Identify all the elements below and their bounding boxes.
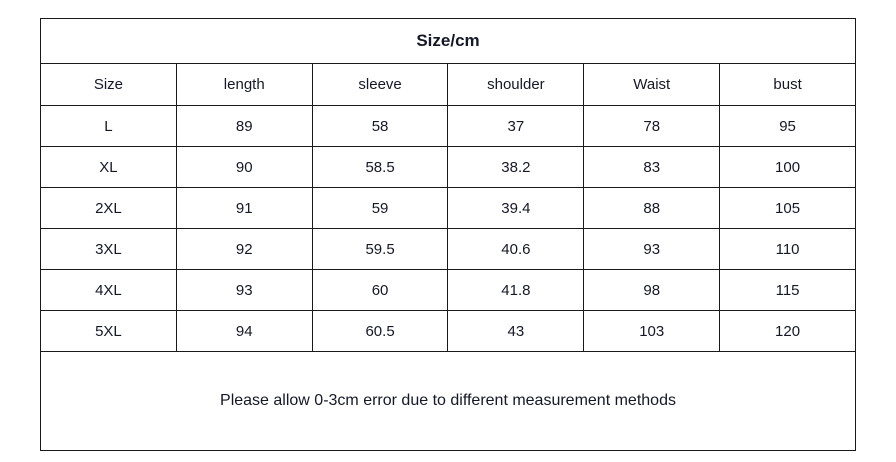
measurement-value-cell: 93: [175, 269, 313, 311]
measurement-value-cell: 60: [311, 269, 449, 311]
measurement-value-cell: 93: [583, 228, 721, 270]
column-header-shoulder: shoulder: [447, 63, 585, 106]
measurement-value-cell: 59.5: [311, 228, 449, 270]
table-header-row: Size length sleeve shoulder Waist bust: [40, 63, 856, 106]
measurement-value-cell: 105: [719, 187, 856, 229]
measurement-value-cell: 40.6: [447, 228, 585, 270]
column-header-bust: bust: [719, 63, 856, 106]
measurement-value-cell: 100: [719, 146, 856, 188]
measurement-value-cell: 95: [719, 105, 856, 147]
table-row: XL 90 58.5 38.2 83 100: [40, 146, 856, 188]
column-header-size: Size: [40, 63, 177, 106]
measurement-value-cell: 89: [175, 105, 313, 147]
table-note-row: Please allow 0-3cm error due to differen…: [40, 351, 856, 451]
column-header-sleeve: sleeve: [311, 63, 449, 106]
size-label-cell: 4XL: [40, 269, 177, 311]
table-row: 4XL 93 60 41.8 98 115: [40, 269, 856, 311]
measurement-note: Please allow 0-3cm error due to differen…: [40, 351, 856, 451]
measurement-value-cell: 110: [719, 228, 856, 270]
measurement-value-cell: 91: [175, 187, 313, 229]
measurement-value-cell: 98: [583, 269, 721, 311]
measurement-value-cell: 120: [719, 310, 856, 352]
measurement-value-cell: 83: [583, 146, 721, 188]
measurement-value-cell: 58.5: [311, 146, 449, 188]
measurement-value-cell: 41.8: [447, 269, 585, 311]
size-chart-table: Size/cm Size length sleeve shoulder Waist bus…: [40, 18, 856, 451]
table-row: 2XL 91 59 39.4 88 105: [40, 187, 856, 229]
measurement-value-cell: 90: [175, 146, 313, 188]
measurement-value-cell: 37: [447, 105, 585, 147]
table-title: Size/cm: [40, 18, 856, 64]
table-row: L 89 58 37 78 95: [40, 105, 856, 147]
measurement-value-cell: 115: [719, 269, 856, 311]
measurement-value-cell: 92: [175, 228, 313, 270]
measurement-value-cell: 103: [583, 310, 721, 352]
measurement-value-cell: 78: [583, 105, 721, 147]
column-header-length: length: [175, 63, 313, 106]
size-label-cell: 3XL: [40, 228, 177, 270]
measurement-value-cell: 59: [311, 187, 449, 229]
measurement-value-cell: 60.5: [311, 310, 449, 352]
size-label-cell: XL: [40, 146, 177, 188]
measurement-value-cell: 88: [583, 187, 721, 229]
size-label-cell: L: [40, 105, 177, 147]
size-label-cell: 2XL: [40, 187, 177, 229]
size-label-cell: 5XL: [40, 310, 177, 352]
measurement-value-cell: 43: [447, 310, 585, 352]
measurement-value-cell: 38.2: [447, 146, 585, 188]
measurement-value-cell: 39.4: [447, 187, 585, 229]
measurement-value-cell: 58: [311, 105, 449, 147]
table-title-row: Size/cm: [40, 18, 856, 64]
column-header-waist: Waist: [583, 63, 721, 106]
measurement-value-cell: 94: [175, 310, 313, 352]
table-row: 5XL 94 60.5 43 103 120: [40, 310, 856, 352]
table-row: 3XL 92 59.5 40.6 93 110: [40, 228, 856, 270]
